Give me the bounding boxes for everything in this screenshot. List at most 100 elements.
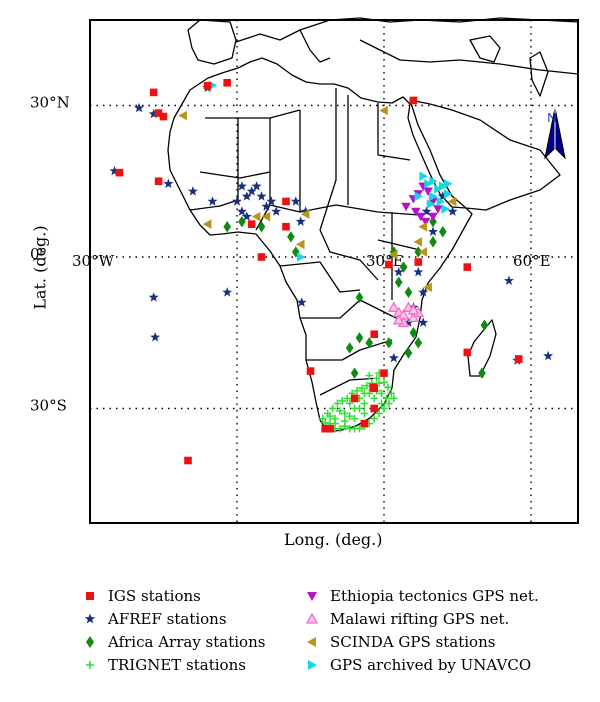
afref-station-marker — [504, 275, 514, 285]
legend-marker-shape — [86, 661, 94, 669]
afref-station-marker — [256, 191, 267, 201]
afref-station-marker — [148, 292, 159, 302]
unavco-gps-marker — [439, 181, 448, 192]
scinda-station-marker — [178, 110, 187, 121]
igs-station-marker — [350, 394, 359, 403]
trignet-station-marker — [331, 419, 339, 428]
legend-marker-shape — [86, 592, 94, 600]
africa-array-station-marker — [292, 246, 300, 258]
afref-station-marker — [418, 317, 429, 327]
trignet-station-marker — [385, 399, 393, 408]
unavco-gps-marker — [434, 184, 443, 194]
africa-array-station-marker — [409, 327, 418, 339]
afref-station-marker — [187, 186, 198, 196]
scinda-station-marker — [379, 105, 388, 116]
trignet-station-marker — [341, 409, 349, 418]
legend-marker-icon — [308, 660, 317, 670]
trignet-station-marker — [336, 424, 344, 433]
ethiopia-gps-marker — [420, 217, 431, 227]
ethiopia-gps-marker — [423, 187, 433, 197]
legend-marker-shape — [308, 660, 317, 670]
coordinate-grid — [89, 20, 578, 523]
lat-tick-label: 30°S — [30, 397, 67, 415]
unavco-gps-marker — [429, 176, 438, 186]
afref-station-marker — [241, 211, 252, 221]
afref-station-marker — [236, 206, 247, 216]
unavco-gps-marker — [429, 191, 438, 202]
trignet-station-marker — [380, 404, 388, 413]
legend-marker-icon — [305, 612, 319, 624]
igs-station-marker — [257, 253, 266, 261]
afref-station-marker — [163, 178, 174, 188]
trignet-station-marker — [360, 409, 369, 418]
afref-station-marker — [241, 191, 252, 201]
trignet-station-marker — [370, 414, 378, 423]
trignet-station-marker — [387, 389, 396, 398]
malawi-gps-marker — [387, 301, 400, 312]
afref-station-marker — [300, 206, 311, 216]
legend-label: Africa Array stations — [108, 633, 266, 651]
trignet-station-marker — [390, 394, 398, 403]
afref-station-marker — [261, 201, 272, 211]
igs-station-marker — [370, 330, 378, 339]
scinda-station-marker — [251, 211, 261, 222]
trignet-station-marker — [355, 404, 364, 413]
igs-station-marker — [369, 383, 378, 392]
trignet-station-marker — [360, 389, 369, 398]
trignet-station-marker — [350, 414, 359, 423]
afref-station-marker — [271, 206, 282, 216]
scinda-station-marker — [295, 239, 305, 250]
afref-station-marker — [266, 196, 277, 206]
afref-station-marker — [290, 196, 301, 206]
afref-station-marker — [428, 226, 438, 236]
igs-station-marker — [306, 367, 315, 375]
legend-label: TRIGNET stations — [108, 656, 246, 674]
igs-station-marker — [385, 260, 393, 269]
trignet-station-marker — [377, 389, 386, 398]
legend-label: SCINDA GPS stations — [330, 633, 496, 651]
lon-tick-label: 30°W — [72, 252, 115, 270]
legend-marker-shape — [305, 612, 319, 624]
unavco-gps-marker — [436, 196, 446, 207]
igs-station-marker — [115, 168, 124, 177]
scinda-station-marker — [447, 196, 457, 207]
afref-station-marker — [207, 196, 218, 206]
igs-station-marker — [282, 222, 290, 231]
igs-station-marker — [149, 88, 158, 97]
afref-station-marker — [296, 297, 307, 307]
afref-station-marker — [388, 352, 399, 363]
unavco-gps-marker — [426, 199, 436, 209]
ethiopia-gps-marker — [428, 212, 438, 222]
trignet-station-marker — [375, 379, 383, 388]
afref-station-marker — [150, 332, 161, 342]
afref-station-marker — [236, 181, 247, 191]
afref-station-marker — [109, 165, 120, 176]
unavco-gps-marker — [443, 189, 453, 199]
lat-tick-label: 0° — [30, 245, 47, 263]
x-axis-title: Long. (deg.) — [284, 530, 383, 549]
malawi-gps-marker — [407, 311, 420, 323]
legend-marker-icon — [307, 592, 317, 601]
africa-array-station-marker — [429, 215, 437, 228]
north-arrow: N — [544, 107, 566, 160]
igs-station-marker — [154, 109, 163, 117]
igs-station-marker — [184, 456, 192, 465]
igs-station-marker — [514, 355, 523, 363]
africa-array-station-marker — [429, 236, 437, 248]
y-axis-title: Lat. (deg.) — [30, 225, 50, 310]
legend-marker-icon — [86, 636, 94, 648]
igs-station-marker — [223, 78, 231, 87]
trignet-station-marker — [377, 399, 386, 408]
unavco-gps-marker — [414, 191, 424, 202]
lat-tick-label: 30°N — [30, 94, 70, 112]
afref-station-marker — [437, 191, 448, 201]
africa-array-station-marker — [394, 276, 403, 288]
unavco-gps-marker — [296, 252, 306, 262]
unavco-gps-marker — [443, 179, 453, 189]
africa-array-station-marker — [414, 337, 423, 349]
trignet-station-marker — [326, 412, 334, 420]
afref-station-marker — [246, 186, 257, 196]
lon-tick-label: 30°E — [366, 252, 404, 270]
unavco-gps-marker — [419, 171, 428, 181]
